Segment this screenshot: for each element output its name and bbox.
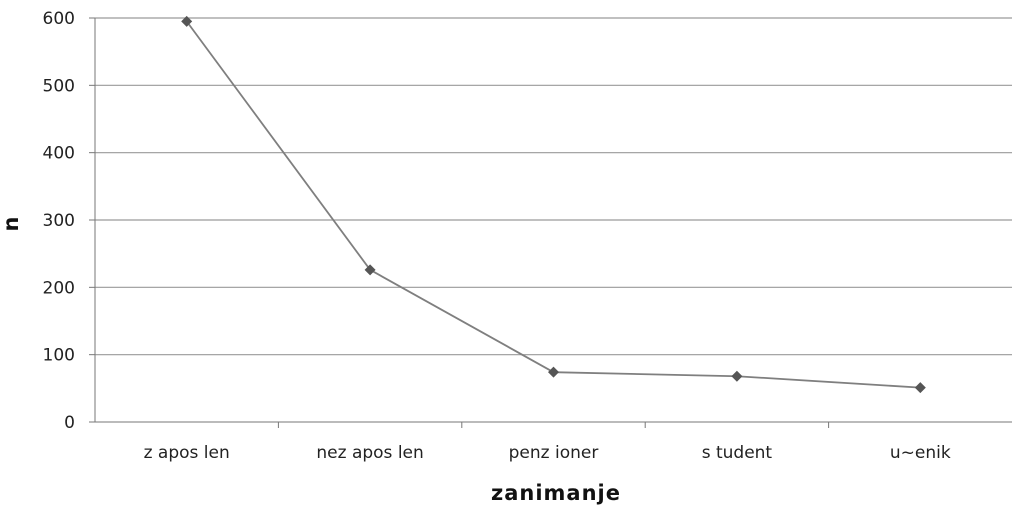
x-tick-label: z apos len [144,443,230,463]
x-axis-ticks: z apos len nez apos len penz ioner s tudent… [144,422,951,463]
y-tick-label: 100 [43,346,75,366]
y-tick-label: 400 [43,144,75,164]
y-tick-label: 0 [64,413,75,433]
x-tick-label: s tudent [702,443,773,463]
y-tick-label: 200 [43,278,75,298]
y-tick-label: 300 [43,211,75,231]
data-point-marker [914,382,926,394]
data-point-marker [364,264,376,276]
series-polyline [185,20,921,389]
y-tick-label: 500 [43,76,75,96]
series-line [181,15,926,394]
data-point-marker [731,370,743,382]
x-tick-label: nez apos len [316,443,423,463]
data-point-marker [181,15,193,27]
y-axis-ticks: 0 100 200 300 400 500 600 [43,9,95,433]
y-axis-title: n [0,217,23,232]
x-tick-label: u~enik [890,443,951,463]
data-point-marker [548,366,559,378]
gridlines [95,17,1012,356]
x-tick-label: penz ioner [509,443,599,463]
y-tick-label: 600 [43,9,75,29]
x-axis-title: zanimanje [491,481,621,505]
